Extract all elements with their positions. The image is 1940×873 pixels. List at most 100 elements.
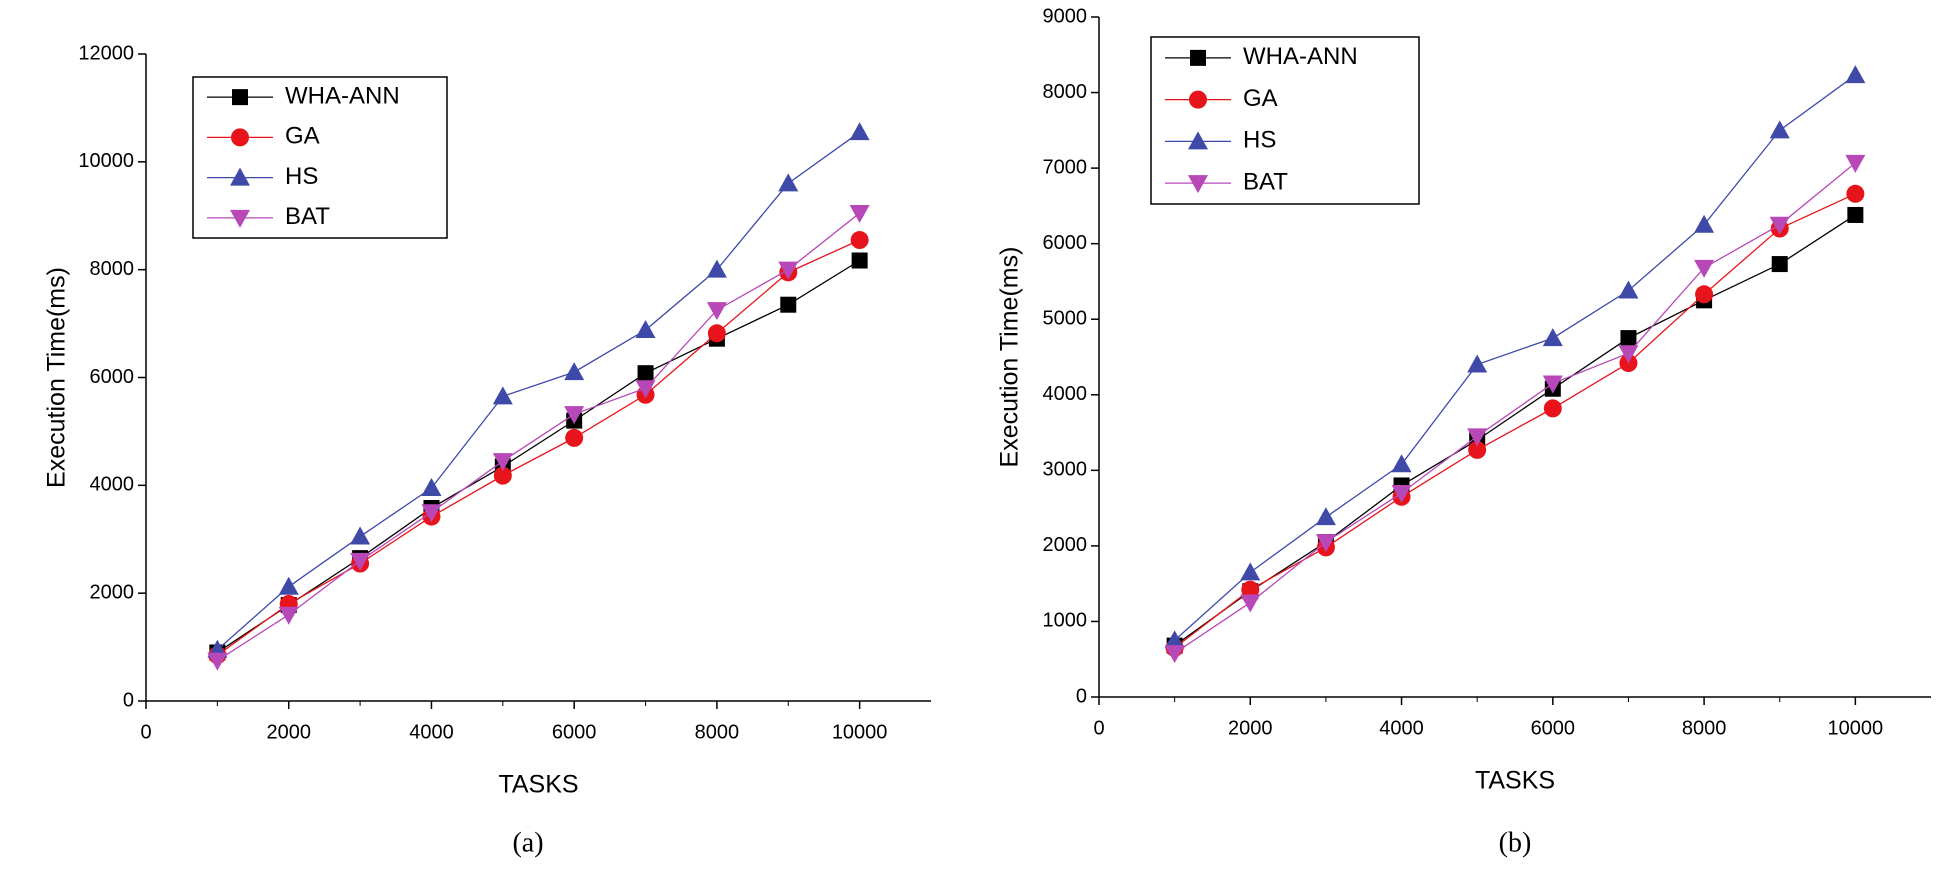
marker: [421, 504, 442, 523]
marker: [1845, 154, 1866, 173]
series-line: [216, 131, 861, 651]
x-tick-label: 8000: [1682, 717, 1727, 739]
x-tick-label: 8000: [695, 721, 740, 743]
series-line: [1174, 74, 1856, 641]
y-tick-label: 2000: [1043, 534, 1088, 556]
series-line: [1174, 193, 1856, 649]
marker: [492, 453, 513, 472]
x-tick-label: 2000: [1228, 717, 1273, 739]
marker: [706, 259, 727, 278]
series-line: [1174, 162, 1856, 654]
caption: (b): [1499, 827, 1532, 858]
y-tick-label: 12000: [78, 42, 134, 64]
marker: [1694, 259, 1715, 278]
marker: [1618, 345, 1639, 364]
marker: [849, 122, 870, 141]
marker: [492, 386, 513, 405]
marker: [1769, 216, 1790, 235]
x-tick-label: 10000: [832, 721, 888, 743]
marker: [778, 261, 799, 280]
y-tick-label: 10000: [78, 150, 134, 172]
x-tick-label: 2000: [266, 721, 311, 743]
x-axis-label: TASKS: [498, 771, 578, 799]
legend-label: BAT: [285, 203, 330, 230]
caption: (a): [512, 827, 543, 858]
marker: [635, 380, 656, 399]
marker: [706, 302, 727, 321]
marker: [850, 231, 869, 250]
legend-label: BAT: [1243, 168, 1288, 195]
marker: [1769, 120, 1790, 139]
marker: [1695, 285, 1714, 304]
marker: [350, 552, 371, 571]
x-axis-label: TASKS: [1475, 767, 1555, 795]
legend-label: HS: [1243, 127, 1276, 154]
legend-marker: [1188, 175, 1208, 194]
y-axis-label: Execution Time(ms): [43, 267, 71, 488]
marker: [1240, 562, 1261, 581]
marker: [1240, 594, 1261, 613]
marker: [1315, 534, 1336, 553]
y-tick-label: 3000: [1043, 459, 1088, 481]
y-tick-label: 7000: [1043, 156, 1088, 178]
y-tick-label: 0: [123, 689, 134, 711]
x-tick-label: 6000: [1531, 717, 1576, 739]
series-line: [1174, 214, 1856, 647]
y-tick-label: 1000: [1043, 610, 1088, 632]
marker: [637, 365, 654, 382]
marker: [565, 428, 584, 447]
marker: [1164, 630, 1185, 649]
marker: [1241, 580, 1260, 599]
y-tick-label: 4000: [1043, 383, 1088, 405]
x-tick-label: 0: [140, 721, 151, 743]
legend-marker: [230, 209, 250, 228]
marker: [635, 320, 656, 339]
marker: [1543, 399, 1562, 418]
legend-marker: [1188, 131, 1208, 150]
marker: [1164, 645, 1185, 664]
series-line: [217, 212, 861, 662]
marker: [1771, 256, 1788, 273]
marker: [564, 406, 585, 425]
marker: [1391, 485, 1412, 503]
x-tick-label: 6000: [552, 721, 597, 743]
marker: [780, 296, 797, 313]
marker: [1468, 440, 1487, 459]
marker: [707, 324, 726, 343]
y-tick-label: 8000: [90, 258, 135, 280]
marker: [278, 576, 299, 595]
x-tick-label: 4000: [409, 721, 454, 743]
legend-marker: [232, 89, 248, 106]
marker: [1618, 280, 1639, 299]
marker: [1542, 328, 1563, 347]
y-tick-label: 6000: [90, 366, 135, 388]
legend-label: GA: [285, 123, 320, 150]
chart: 0 1000 2000 3000 4000 5000 6000 7000 8000 9000 0 20…: [996, 5, 1931, 858]
marker: [849, 205, 870, 224]
x-tick-label: 10000: [1828, 717, 1884, 739]
legend-label: WHA-ANN: [1243, 43, 1358, 70]
x-tick-label: 0: [1093, 717, 1104, 739]
legend-marker: [231, 128, 249, 147]
legend-marker: [1189, 90, 1207, 109]
y-tick-label: 0: [1076, 685, 1087, 707]
legend-label: WHA-ANN: [285, 82, 400, 109]
y-tick-label: 6000: [1043, 232, 1088, 254]
marker: [493, 466, 512, 485]
y-tick-label: 2000: [90, 581, 135, 603]
chart: 0 2000 4000 6000 8000 10000 12000 0 2000 4000 6000…: [43, 42, 931, 858]
legend-label: HS: [285, 163, 318, 190]
y-tick-label: 4000: [90, 474, 135, 496]
legend-label: GA: [1243, 85, 1278, 112]
marker: [207, 652, 228, 671]
x-tick-label: 4000: [1379, 717, 1424, 739]
y-axis-label: Execution Time(ms): [996, 247, 1024, 468]
marker: [851, 252, 868, 269]
y-tick-label: 9000: [1043, 5, 1088, 27]
marker: [1845, 65, 1866, 84]
marker: [1694, 214, 1715, 233]
series-line: [217, 259, 860, 654]
marker: [350, 526, 371, 545]
marker: [1315, 507, 1336, 526]
legend-marker: [230, 167, 250, 186]
